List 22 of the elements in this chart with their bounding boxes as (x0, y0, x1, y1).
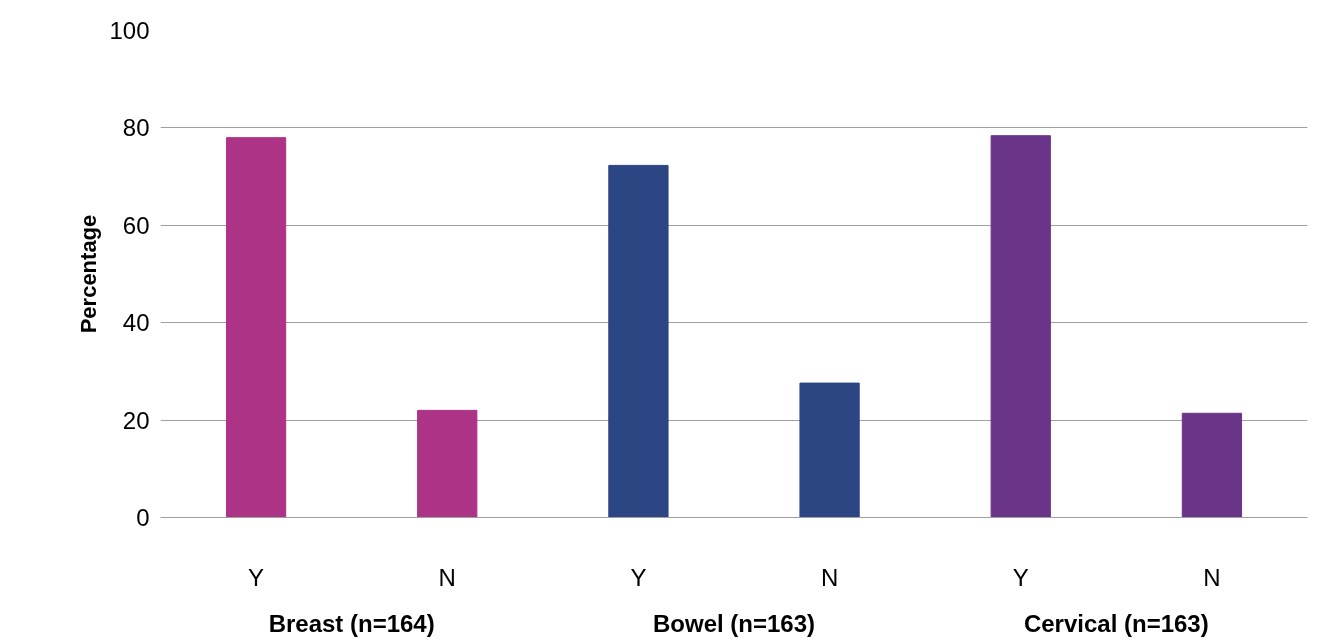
x-tick-label: N (438, 563, 456, 591)
y-tick-label: 20 (122, 406, 150, 434)
bar (225, 137, 287, 518)
bar (990, 135, 1051, 518)
bar (608, 164, 669, 518)
bar (1181, 412, 1243, 518)
text: Breast (n=164) (268, 609, 435, 637)
bar (799, 382, 860, 518)
y-tick-label: 100 (109, 17, 150, 44)
y-tick-label: 40 (122, 309, 150, 337)
x-tick-label: Y (1012, 563, 1029, 591)
y-tick-label: 80 (122, 114, 150, 142)
x-tick-label: N (1203, 563, 1221, 591)
x-tick-label: Y (630, 563, 647, 591)
y-axis-title: Percentage (76, 214, 102, 334)
y-tick-label: 0 (136, 504, 150, 531)
x-tick-label: N (820, 563, 839, 591)
x-tick-label: Y (248, 563, 265, 591)
bar (417, 409, 478, 518)
text: Cervical (n=163) (1023, 609, 1209, 637)
y-tick-label: 60 (122, 211, 150, 239)
text: Bowel (n=163) (652, 609, 816, 637)
